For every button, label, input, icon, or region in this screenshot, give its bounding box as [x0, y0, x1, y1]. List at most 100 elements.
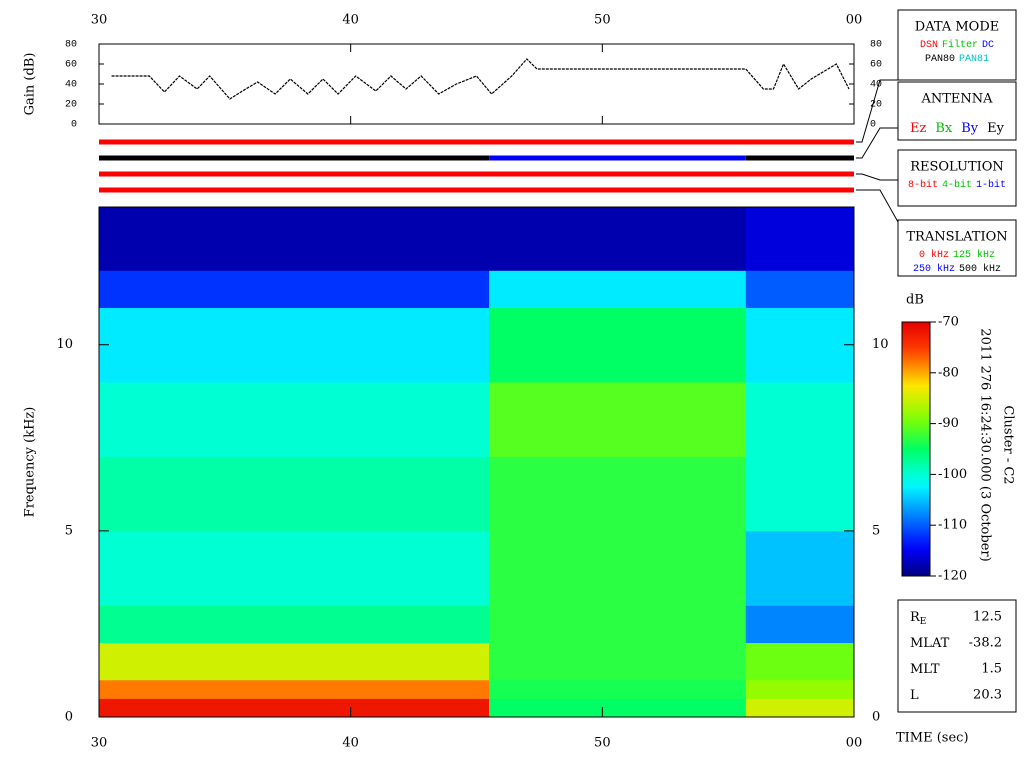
spectrogram-cell — [489, 605, 747, 644]
x-tick-label: 40 — [342, 13, 359, 28]
spectrogram-cell — [745, 307, 855, 383]
info-label-text: L — [910, 688, 919, 703]
spectrogram-cell — [489, 456, 747, 532]
colorbar-tick-label: -80 — [938, 365, 959, 380]
y-tick-label: 0 — [65, 710, 73, 725]
gain-line — [111, 58, 850, 100]
y-tick-label: 0 — [872, 710, 880, 725]
panel-item: 8-bit — [908, 179, 938, 191]
y-tick-label: 10 — [872, 337, 889, 352]
info-label: MLT — [910, 662, 940, 677]
spectrogram-cell — [489, 207, 747, 271]
panel-item: 500 kHz — [959, 263, 1001, 275]
info-box — [897, 599, 1017, 713]
spectrogram-cell — [745, 698, 855, 718]
date-annotation: 2011 276 16:24:30.000 (3 October) — [978, 328, 993, 561]
panel-row: DSN Filter DC — [920, 39, 994, 51]
panel-item: 125 kHz — [953, 249, 995, 261]
colorbar-tick-label: -120 — [938, 569, 967, 584]
colorbar-tick-label: -100 — [938, 467, 967, 482]
spectrogram-cell — [745, 270, 855, 309]
y-tick-label: 0 — [870, 120, 876, 131]
panel-row: 250 kHz 500 kHz — [913, 263, 1001, 275]
spectrogram-cell — [745, 642, 855, 681]
panel-item: Filter — [942, 39, 978, 51]
spectrogram-cell — [745, 605, 855, 644]
info-value: 20.3 — [973, 688, 1002, 703]
x-tick-label: 50 — [594, 13, 611, 28]
panel-item: Bx — [935, 121, 953, 136]
spectrogram-cell — [99, 381, 490, 457]
panel-item: By — [961, 121, 979, 136]
panel-item: 0 kHz — [919, 249, 949, 261]
panel-box — [897, 9, 1017, 81]
y-tick-label: 20 — [870, 100, 882, 111]
mode-segment — [745, 155, 854, 161]
info-value: 1.5 — [981, 662, 1002, 677]
panel-title: ANTENNA — [920, 92, 993, 107]
spectrogram-cell — [99, 307, 490, 383]
spectrogram-cell — [99, 642, 490, 681]
spectrogram-cell — [99, 605, 490, 644]
y-tick-label: 20 — [65, 100, 77, 111]
spectrogram-cell — [745, 679, 855, 699]
panel-box — [897, 81, 1017, 141]
info-label-text: R — [910, 610, 921, 625]
connector — [856, 79, 898, 143]
colorbar-tick-label: -110 — [938, 518, 967, 533]
spectrogram-cell — [99, 270, 490, 309]
info-value: 12.5 — [973, 610, 1002, 625]
y-tick-label: 60 — [65, 60, 77, 71]
connectors — [856, 79, 899, 223]
spectrogram-cell — [489, 270, 747, 309]
gain-axis-label: Gain (dB) — [23, 53, 38, 116]
spectrogram-cell — [745, 456, 855, 532]
y-tick-label: 40 — [65, 80, 77, 91]
spectrogram-cell — [489, 381, 747, 457]
info-label-text: MLAT — [910, 636, 950, 651]
spectrogram-cell — [489, 530, 747, 606]
info-value: -38.2 — [969, 636, 1002, 651]
x-tick-label: 30 — [91, 736, 108, 751]
panel-row: PAN80 PAN81 — [925, 54, 989, 65]
x-tick-label: 40 — [342, 736, 359, 751]
panel-item: Ey — [987, 121, 1004, 136]
spectrogram-cell — [99, 456, 490, 532]
y-tick-label: 5 — [65, 523, 73, 538]
connector — [856, 173, 898, 181]
panel-item: PAN80 — [925, 54, 955, 65]
y-tick-label: 5 — [872, 523, 880, 538]
panel-item: 1-bit — [976, 179, 1006, 191]
mode-segment — [99, 139, 854, 145]
spacecraft-annotation: Cluster - C2 — [1001, 405, 1016, 484]
colorbar — [901, 321, 931, 577]
connector — [856, 189, 899, 223]
panel-item: 250 kHz — [913, 263, 955, 275]
spectrogram-frame — [98, 206, 855, 718]
colorbar-tick-label: -70 — [938, 315, 959, 330]
x-tick-label: 50 — [594, 736, 611, 751]
time-axis-label: TIME (sec) — [896, 731, 969, 746]
y-tick-label: 10 — [56, 337, 73, 352]
spectrogram-cell — [99, 207, 490, 271]
panel-item: DC — [982, 40, 994, 51]
spectrogram-cell — [745, 381, 855, 457]
panel-row: 0 kHz 125 kHz — [919, 249, 995, 261]
x-tick-label: 00 — [846, 13, 863, 28]
panel-box — [897, 149, 1017, 207]
y-tick-label: 80 — [65, 40, 77, 51]
mode-segment — [489, 155, 746, 161]
spectrogram-cell — [99, 679, 490, 699]
y-tick-label: 60 — [870, 60, 882, 71]
info-label: MLAT — [910, 636, 950, 651]
info-label: L — [910, 688, 919, 703]
spectrogram-cell — [99, 698, 490, 718]
panel-title: RESOLUTION — [910, 160, 1004, 175]
spectrogram-cell — [745, 530, 855, 606]
info-label-subscript: E — [920, 617, 927, 627]
panel-title: TRANSLATION — [906, 230, 1007, 245]
y-tick-label: 40 — [870, 80, 882, 91]
mode-segment — [99, 171, 854, 177]
spectrogram-cell — [489, 307, 747, 383]
